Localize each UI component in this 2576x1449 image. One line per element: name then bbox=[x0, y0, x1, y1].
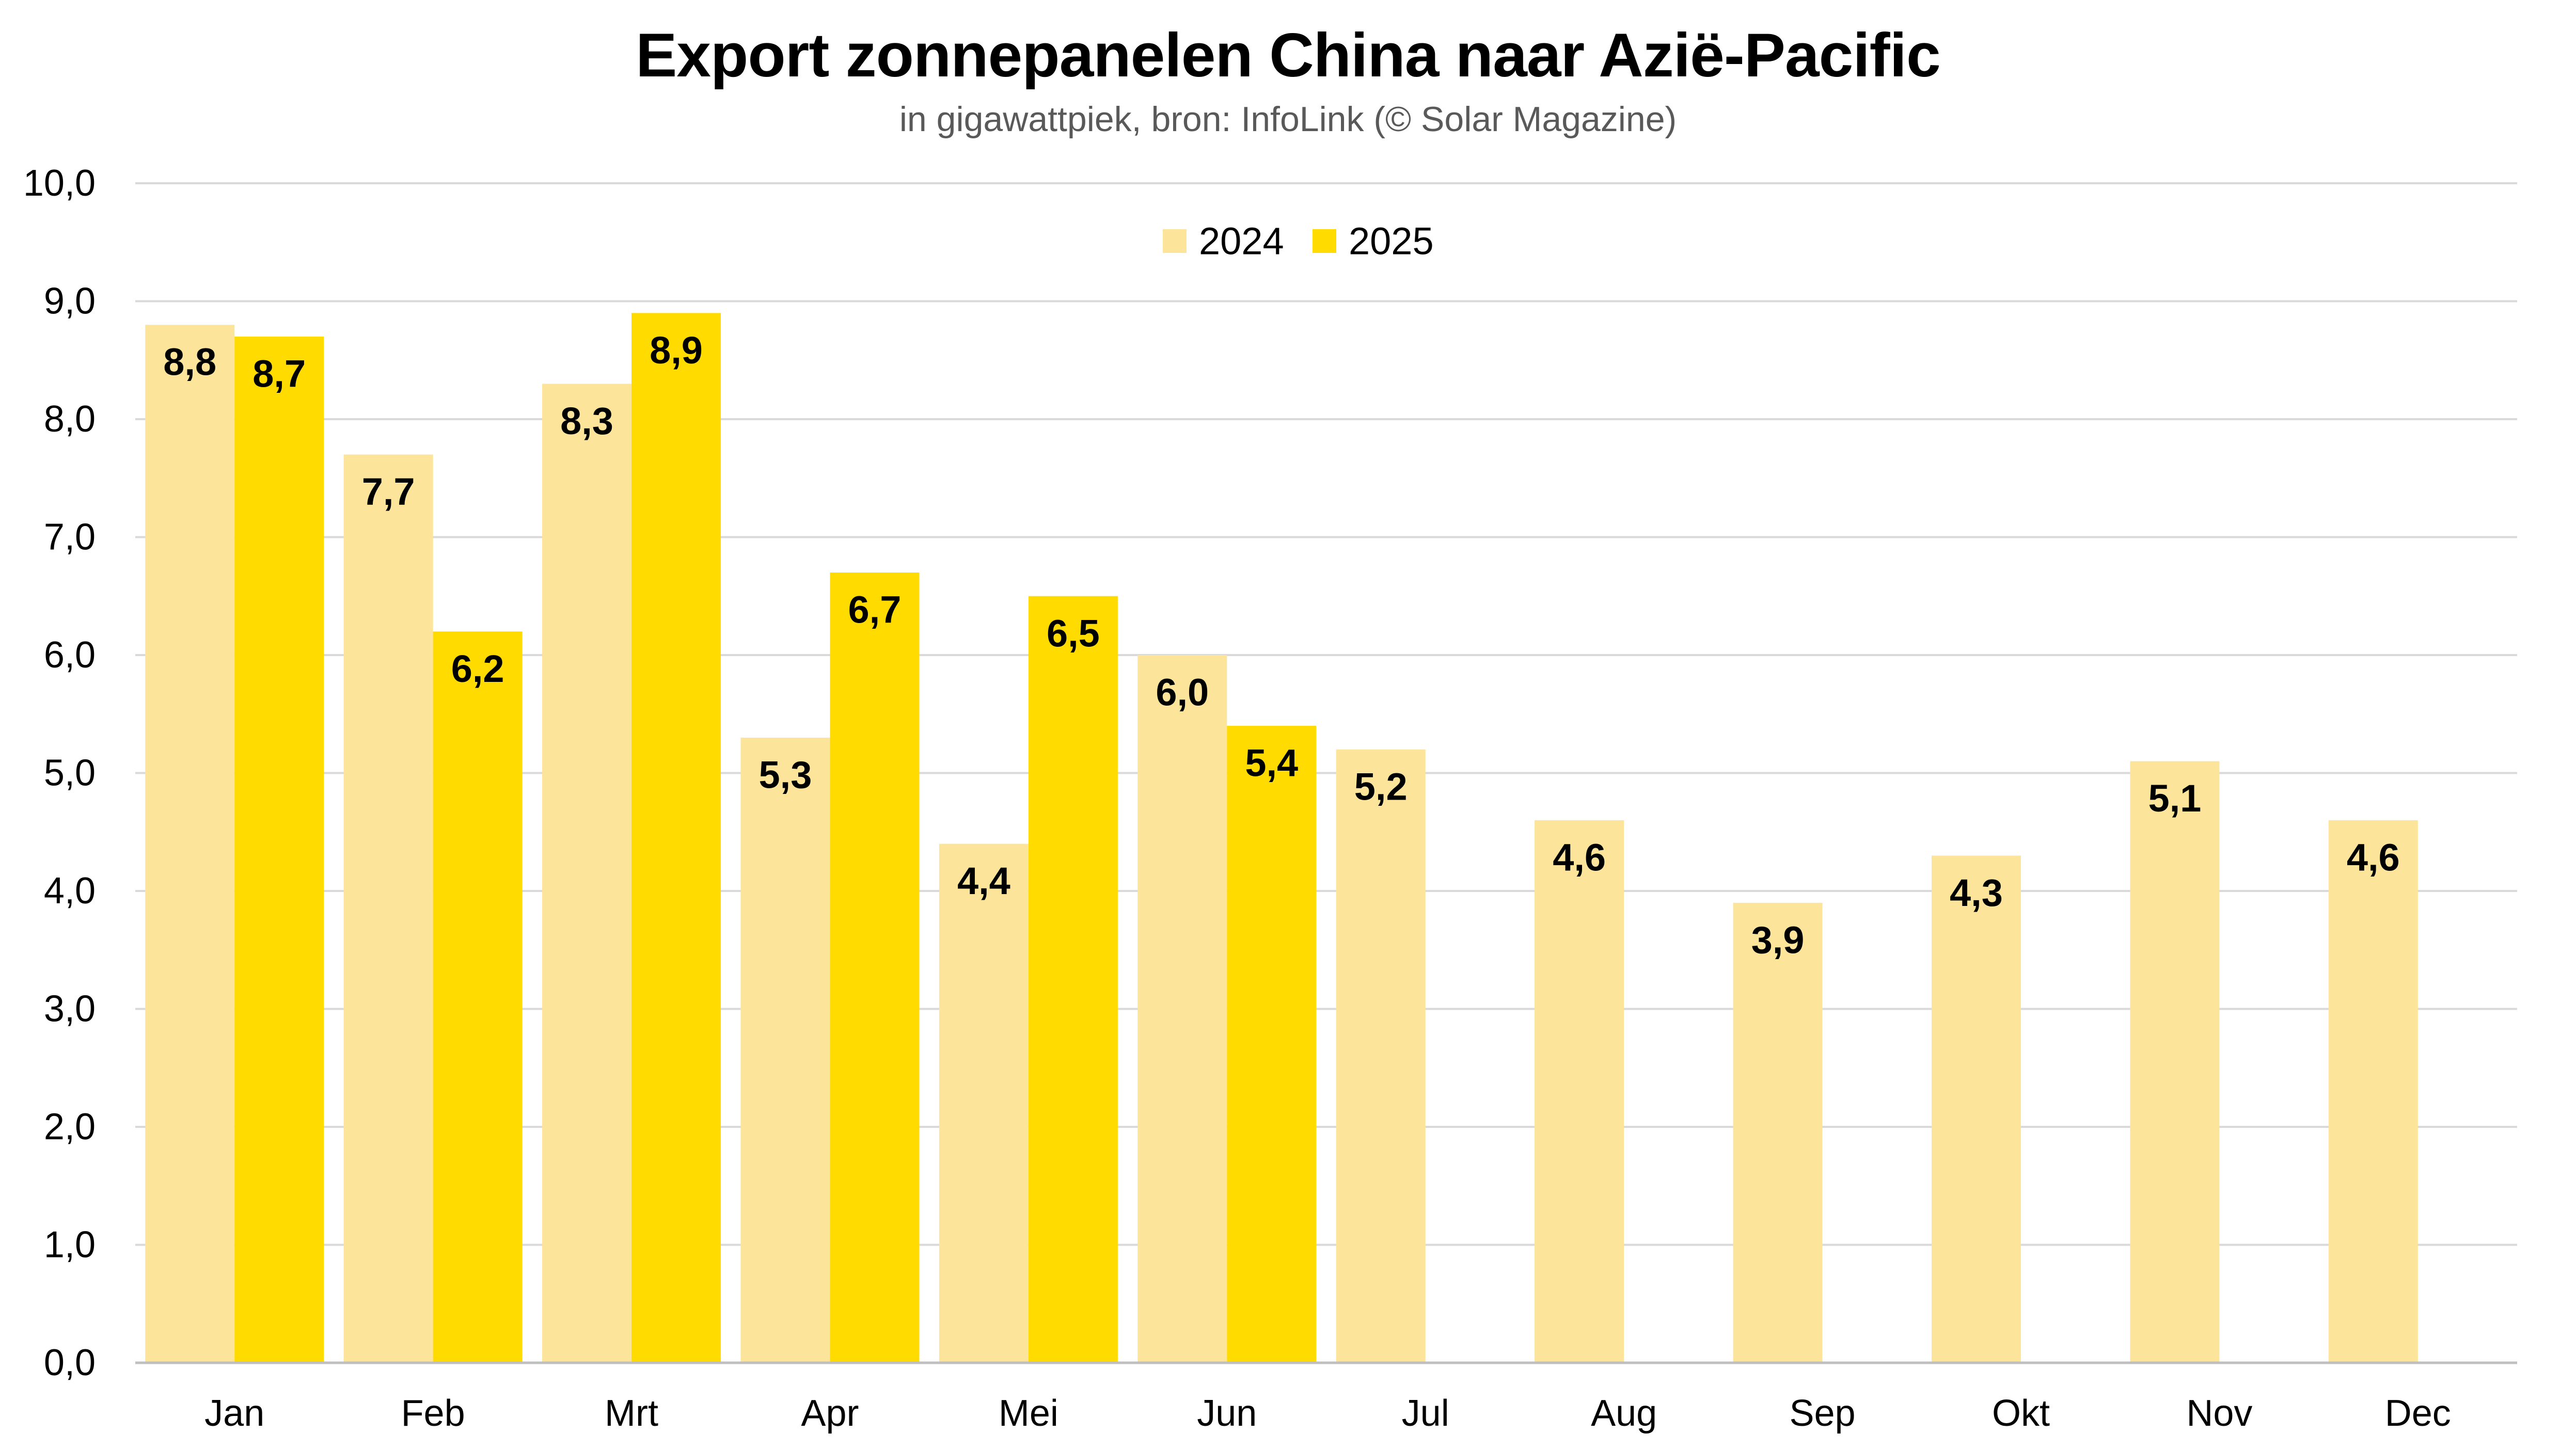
y-tick-label: 9,0 bbox=[44, 281, 96, 322]
y-tick-label: 6,0 bbox=[44, 634, 96, 676]
bar bbox=[830, 572, 920, 1363]
y-tick-label: 10,0 bbox=[23, 163, 96, 204]
bar bbox=[1535, 820, 1624, 1363]
data-label: 6,5 bbox=[1047, 612, 1100, 655]
legend-swatch bbox=[1313, 229, 1336, 253]
x-tick-label: Dec bbox=[2385, 1393, 2451, 1434]
legend: 2024 2025 bbox=[1163, 220, 1434, 263]
bar bbox=[2328, 820, 2418, 1363]
bar bbox=[1733, 902, 1823, 1363]
bar bbox=[1227, 726, 1317, 1363]
data-label: 4,6 bbox=[1553, 836, 1606, 879]
bar bbox=[542, 384, 632, 1363]
x-tick-label: Okt bbox=[1992, 1393, 2050, 1434]
data-label: 3,9 bbox=[1751, 918, 1805, 961]
y-tick-label: 1,0 bbox=[44, 1224, 96, 1266]
bar bbox=[1028, 596, 1118, 1363]
x-tick-label: Jul bbox=[1402, 1393, 1449, 1434]
bar bbox=[939, 843, 1029, 1363]
x-tick-label: Jun bbox=[1197, 1393, 1257, 1434]
data-label: 7,7 bbox=[362, 470, 415, 513]
data-label: 4,6 bbox=[2347, 836, 2400, 879]
data-label: 5,2 bbox=[1354, 765, 1408, 808]
x-tick-label: Aug bbox=[1591, 1393, 1657, 1434]
chart-title: Export zonnepanelen China naar Azië-Paci… bbox=[636, 21, 1940, 90]
x-tick-label: Jan bbox=[204, 1393, 264, 1434]
bar bbox=[234, 337, 324, 1363]
x-tick-label: Sep bbox=[1789, 1393, 1855, 1434]
data-label: 8,8 bbox=[163, 341, 216, 384]
x-tick-label: Feb bbox=[401, 1393, 465, 1434]
y-tick-label: 7,0 bbox=[44, 517, 96, 558]
chart-subtitle: in gigawattpiek, bron: InfoLink (© Solar… bbox=[899, 100, 1677, 139]
bar bbox=[740, 737, 830, 1363]
y-tick-label: 4,0 bbox=[44, 870, 96, 912]
bar bbox=[2130, 761, 2220, 1363]
bar bbox=[1931, 855, 2021, 1363]
bars: 8,8 8,7 7,7 6,2 8,3 8,9 5,3 6,7 4,4 6,5 6,0 5,4 5,2 4… bbox=[145, 313, 2418, 1363]
x-tick-label: Apr bbox=[801, 1393, 859, 1434]
gridlines bbox=[135, 182, 2517, 1246]
legend-label: 2025 bbox=[1349, 220, 1434, 263]
x-tick-label: Mei bbox=[999, 1393, 1058, 1434]
y-tick-label: 2,0 bbox=[44, 1106, 96, 1148]
legend-swatch bbox=[1163, 229, 1187, 253]
data-label: 5,1 bbox=[2148, 777, 2201, 820]
data-label: 4,3 bbox=[1950, 871, 2003, 914]
bar bbox=[433, 631, 523, 1363]
data-label: 4,4 bbox=[957, 859, 1010, 902]
data-label: 8,3 bbox=[560, 400, 613, 442]
axes: 0,0 1,0 2,0 3,0 4,0 5,0 6,0 7,0 8,0 9,0 10,0 Jan Feb… bbox=[23, 163, 2517, 1434]
data-label: 8,7 bbox=[252, 353, 306, 395]
data-label: 5,4 bbox=[1245, 742, 1298, 785]
data-label: 6,7 bbox=[848, 588, 902, 631]
data-label: 8,9 bbox=[650, 329, 703, 372]
y-tick-label: 8,0 bbox=[44, 399, 96, 440]
bar bbox=[631, 313, 721, 1363]
bar bbox=[145, 325, 235, 1363]
y-tick-label: 3,0 bbox=[44, 989, 96, 1030]
data-label: 6,2 bbox=[451, 647, 504, 690]
legend-label: 2024 bbox=[1199, 220, 1284, 263]
x-tick-label: Nov bbox=[2186, 1393, 2252, 1434]
bar bbox=[343, 454, 433, 1363]
data-label: 6,0 bbox=[1156, 671, 1209, 714]
y-tick-label: 0,0 bbox=[44, 1342, 96, 1383]
y-tick-label: 5,0 bbox=[44, 753, 96, 794]
bar bbox=[1336, 749, 1426, 1363]
data-label: 5,3 bbox=[759, 753, 812, 796]
bar bbox=[1137, 655, 1227, 1363]
x-tick-label: Mrt bbox=[605, 1393, 658, 1434]
